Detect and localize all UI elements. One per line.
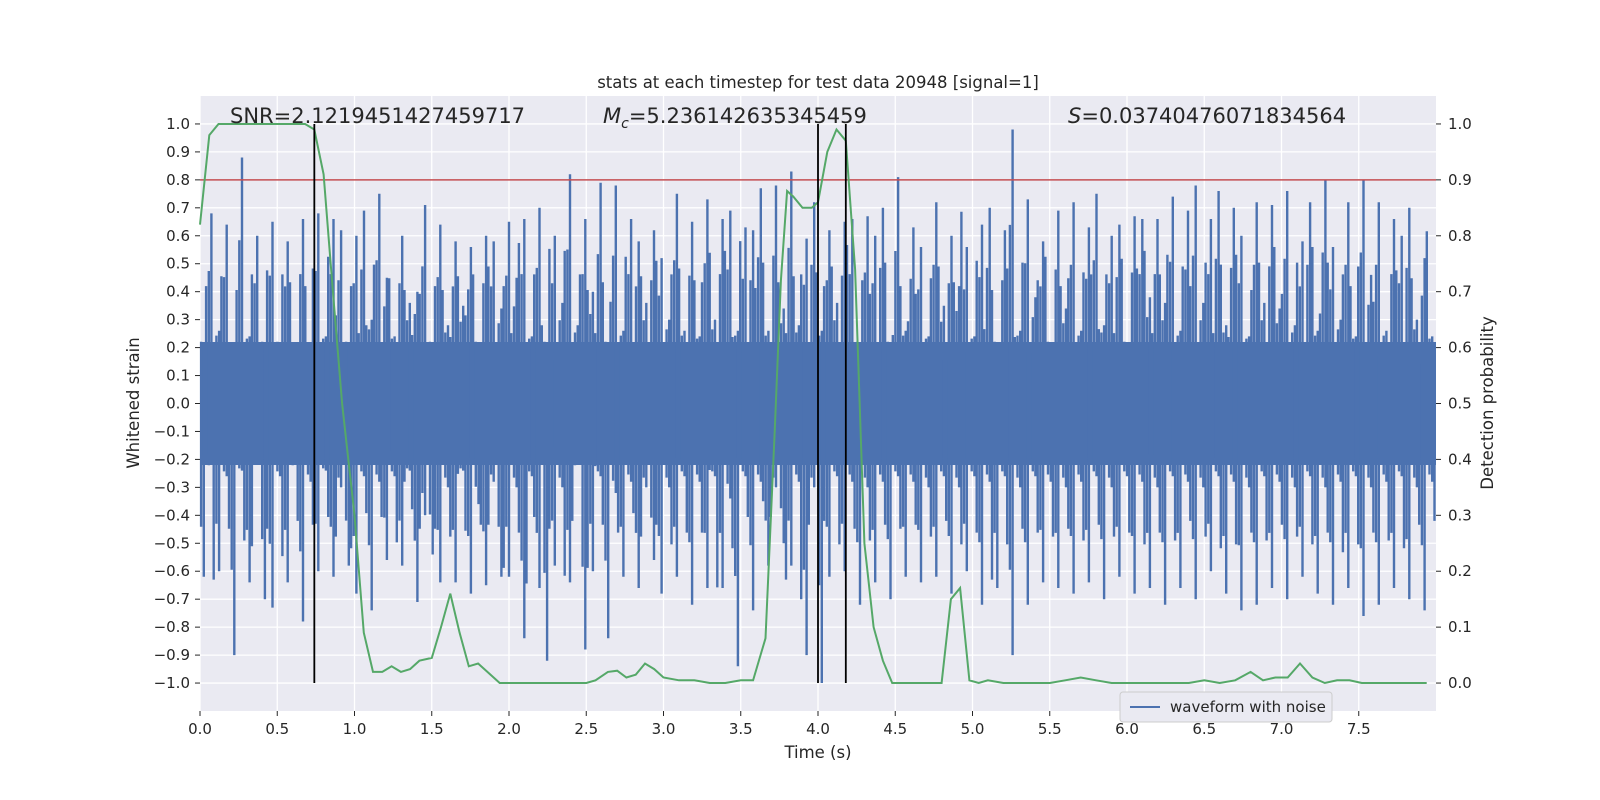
y-tick-label: −0.4 [154, 506, 190, 524]
y2-tick-label: 0.7 [1448, 283, 1472, 301]
chart-title: stats at each timestep for test data 209… [597, 73, 1039, 92]
x-tick-label: 7.5 [1347, 720, 1371, 738]
x-axis-ticks: 0.0 0.5 1.0 1.5 2.0 2.5 3.0 3.5 4.0 4.5 5.0 5.5 6.0 6… [188, 711, 1371, 738]
detection-vertical-lines [313, 123, 847, 684]
y-tick-label: 0.0 [166, 395, 190, 413]
y-tick-label: −0.3 [154, 478, 190, 496]
y-tick-label: −1.0 [154, 674, 190, 692]
y2-tick-label: 0.2 [1448, 562, 1472, 580]
y2-tick-label: 0.4 [1448, 450, 1472, 468]
x-tick-label: 2.5 [574, 720, 598, 738]
y2-tick-label: 0.1 [1448, 618, 1472, 636]
y-tick-label: 0.7 [166, 199, 190, 217]
y2-axis-label: Detection probability [1478, 316, 1497, 490]
x-tick-label: 5.0 [961, 720, 985, 738]
y-tick-label: 0.1 [166, 367, 190, 385]
y-tick-label: −0.5 [154, 534, 190, 552]
x-tick-label: 3.0 [652, 720, 676, 738]
chirp-mass-annotation: Mc=5.236142635345459 [603, 104, 867, 132]
y2-tick-label: 0.0 [1448, 674, 1472, 692]
detection-probability-series [199, 123, 1427, 685]
legend-box [1119, 691, 1333, 723]
x-tick-label: 0.0 [188, 720, 212, 738]
x-tick-label: 4.5 [883, 720, 907, 738]
s-statistic-value: =0.03740476071834564 [1081, 104, 1346, 128]
x-tick-label: 6.0 [1115, 720, 1139, 738]
s-statistic-symbol: S [1068, 104, 1081, 128]
snr-annotation: SNR=2.1219451427459717 [230, 104, 525, 128]
y-tick-label: −0.8 [154, 618, 190, 636]
y-tick-label: −0.6 [154, 562, 190, 580]
legend-label: waveform with noise [1170, 698, 1326, 716]
y2-tick-label: 0.3 [1448, 506, 1472, 524]
x-tick-label: 4.0 [806, 720, 830, 738]
y-tick-label: −0.2 [154, 450, 190, 468]
y2-tick-label: 0.5 [1448, 395, 1472, 413]
x-tick-label: 2.0 [497, 720, 521, 738]
x-tick-label: 1.0 [343, 720, 367, 738]
detection-probability-line [199, 123, 1427, 685]
y-tick-label: 0.9 [166, 143, 190, 161]
y2-axis-ticks: 1.0 0.9 0.8 0.7 0.6 0.5 0.4 0.3 0.2 0.1 0.0 [1436, 115, 1472, 692]
waveform-spikes [199, 129, 1436, 683]
chirp-mass-value: =5.236142635345459 [629, 104, 867, 128]
y-axis-ticks: 1.0 0.9 0.8 0.7 0.6 0.5 0.4 0.3 0.2 0.1 0.0 −0.1 −0.… [154, 115, 200, 692]
y2-tick-label: 0.6 [1448, 339, 1472, 357]
x-tick-label: 5.5 [1038, 720, 1062, 738]
y-axis-label: Whitened strain [124, 337, 143, 468]
chirp-mass-symbol: M [603, 104, 621, 128]
y-tick-label: 1.0 [166, 115, 190, 133]
y-tick-label: 0.5 [166, 255, 190, 273]
x-tick-label: 6.5 [1192, 720, 1216, 738]
y2-tick-label: 1.0 [1448, 115, 1472, 133]
y-tick-label: 0.4 [166, 283, 190, 301]
y-tick-label: 0.3 [166, 311, 190, 329]
legend: waveform with noise [1119, 691, 1333, 723]
y2-tick-label: 0.8 [1448, 227, 1472, 245]
y-tick-label: 0.2 [166, 339, 190, 357]
x-tick-label: 3.5 [729, 720, 753, 738]
x-tick-label: 7.0 [1270, 720, 1294, 738]
x-tick-label: 1.5 [420, 720, 444, 738]
y-tick-label: −0.9 [154, 646, 190, 664]
s-statistic-annotation: S=0.03740476071834564 [1068, 104, 1346, 128]
x-tick-label: 0.5 [265, 720, 289, 738]
y-tick-label: 0.6 [166, 227, 190, 245]
y-tick-label: −0.1 [154, 422, 190, 440]
chirp-mass-subscript: c [621, 116, 629, 132]
y-tick-label: −0.7 [154, 590, 190, 608]
x-axis-label: Time (s) [783, 743, 851, 762]
y2-tick-label: 0.9 [1448, 171, 1472, 189]
y-tick-label: 0.8 [166, 171, 190, 189]
